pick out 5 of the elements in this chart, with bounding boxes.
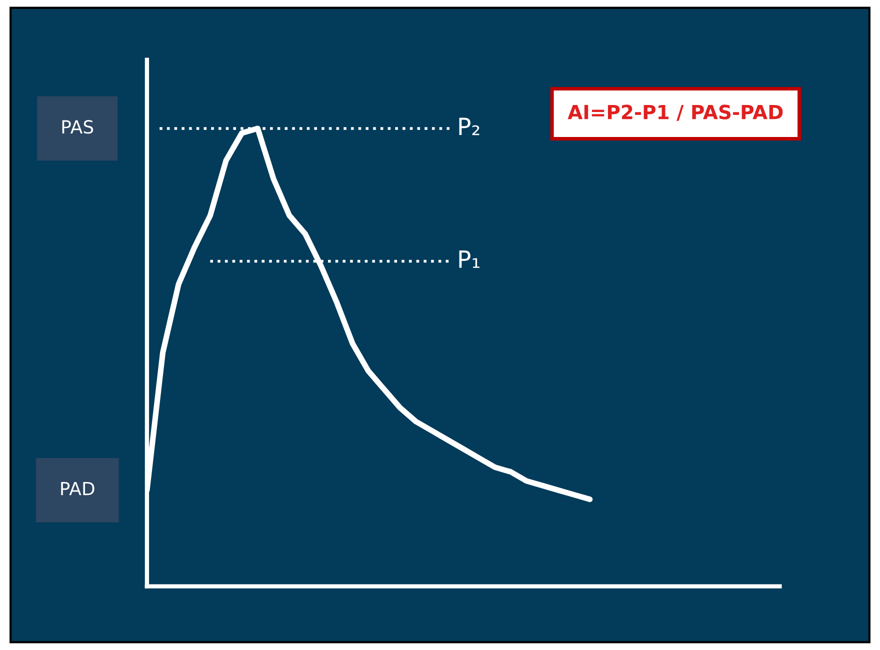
text: PAS xyxy=(62,120,94,134)
ref-line-label: P₁ xyxy=(459,250,480,268)
text: AI=P2-P1 / PAS-PAD xyxy=(568,104,783,121)
ref-line-label: P₂ xyxy=(459,118,480,136)
text: PAD xyxy=(61,482,94,496)
